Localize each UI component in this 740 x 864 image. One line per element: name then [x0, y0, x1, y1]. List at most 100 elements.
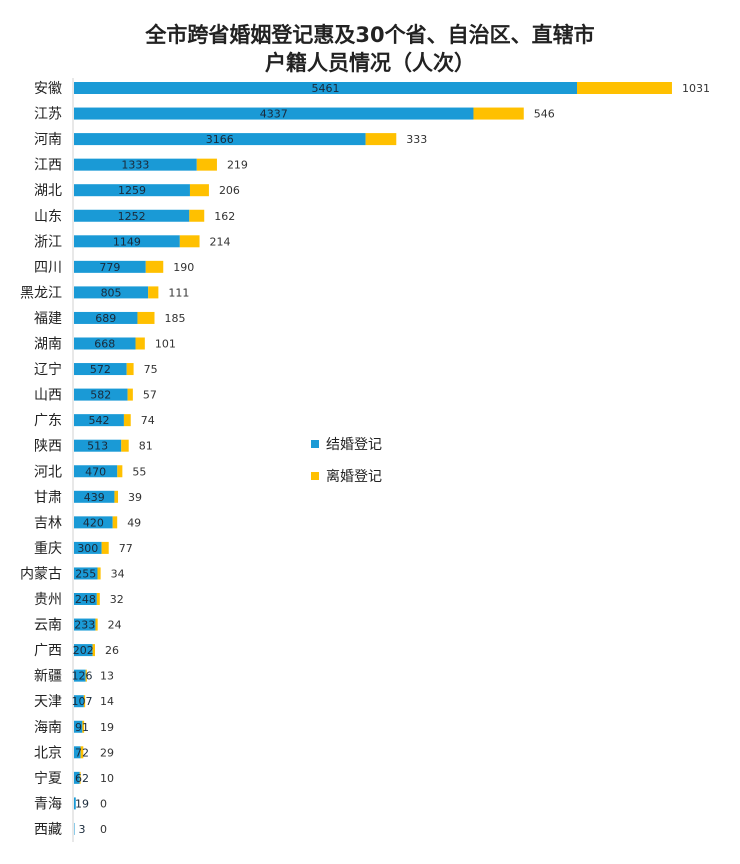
category-label: 河南: [34, 132, 62, 148]
category-label: 宁夏: [34, 770, 62, 787]
data-label-divorce: 32: [110, 593, 124, 606]
bar-marriage: [74, 235, 180, 248]
data-label-marriage: 1333: [121, 159, 149, 172]
bar-divorce: [117, 465, 123, 478]
data-label-divorce: 101: [155, 338, 176, 351]
bar-divorce: [112, 516, 118, 529]
bar-divorce: [148, 286, 159, 299]
category-label: 天津: [34, 694, 62, 710]
category-label: 内蒙古: [20, 566, 62, 582]
data-label-divorce: 19: [100, 721, 114, 734]
data-label-divorce: 0: [100, 823, 107, 836]
bar-marriage: [74, 260, 146, 273]
data-label-divorce: 26: [105, 644, 119, 657]
category-label: 浙江: [34, 234, 62, 250]
bar-divorce: [137, 311, 155, 324]
bar-marriage: [74, 286, 149, 299]
bar-marriage: [74, 720, 83, 733]
bar-divorce: [473, 107, 524, 120]
data-label-marriage: 668: [94, 338, 115, 351]
bar-divorce: [82, 720, 85, 733]
data-label-divorce: 57: [143, 389, 157, 402]
category-label: 新疆: [34, 669, 62, 685]
category-label: 吉林: [34, 515, 62, 531]
data-label-divorce: 333: [406, 133, 427, 146]
category-label: 贵州: [34, 592, 62, 608]
bar-marriage: [74, 669, 86, 682]
data-label-marriage: 420: [83, 516, 104, 529]
bar-marriage: [74, 184, 190, 197]
data-label-divorce: 219: [227, 159, 248, 172]
bar-divorce: [179, 235, 200, 248]
legend-swatch-marriage: [311, 440, 319, 448]
bar-marriage: [74, 363, 127, 376]
data-label-divorce: 111: [168, 286, 189, 299]
category-label: 江西: [34, 158, 62, 174]
category-label: 山西: [34, 388, 62, 404]
bar-divorce: [97, 567, 101, 580]
bar-marriage: [74, 337, 136, 350]
bar-marriage: [74, 771, 80, 784]
data-label-marriage: 439: [84, 491, 105, 504]
legend: 结婚登记 离婚登记: [311, 437, 382, 485]
data-label-divorce: 185: [165, 312, 186, 325]
data-label-divorce: 24: [108, 619, 122, 632]
bar-divorce: [79, 771, 81, 784]
bar-divorce: [121, 439, 129, 452]
category-label: 福建: [34, 311, 62, 327]
bar-marriage: [74, 490, 115, 503]
bar-divorce: [196, 158, 217, 171]
bar-marriage: [74, 644, 93, 657]
category-label: 广西: [34, 643, 62, 659]
bar-divorce: [101, 541, 109, 554]
data-label-divorce: 214: [210, 235, 231, 248]
legend-label-marriage: 结婚登记: [326, 437, 382, 453]
data-label-divorce: 34: [111, 567, 125, 580]
bar-marriage: [74, 388, 128, 401]
data-label-divorce: 1031: [682, 82, 710, 95]
chart-title-line1: 全市跨省婚姻登记惠及30个省、自治区、直辖市: [144, 23, 594, 47]
bar-divorce: [92, 644, 96, 657]
data-label-divorce: 77: [119, 542, 133, 555]
bar-marriage: [74, 82, 577, 94]
category-label: 江苏: [34, 107, 62, 123]
data-label-marriage: 5461: [312, 82, 340, 95]
data-label-divorce: 190: [173, 261, 194, 274]
bar-divorce: [135, 337, 145, 350]
data-label-marriage: 513: [87, 440, 108, 453]
data-label-marriage: 202: [73, 644, 94, 657]
category-label: 湖北: [34, 183, 62, 199]
category-label: 河北: [34, 464, 62, 480]
category-label: 海南: [34, 720, 62, 736]
bar-divorce: [189, 209, 205, 222]
data-label-marriage: 1252: [118, 210, 146, 223]
data-label-divorce: 75: [144, 363, 158, 376]
data-label-marriage: 3: [79, 823, 86, 836]
data-label-marriage: 300: [77, 542, 98, 555]
bar-marriage: [74, 695, 84, 708]
data-label-divorce: 13: [100, 670, 114, 683]
data-label-marriage: 470: [85, 465, 106, 478]
data-label-marriage: 1259: [118, 184, 146, 197]
bar-divorce: [126, 363, 134, 376]
data-label-marriage: 689: [95, 312, 116, 325]
data-label-marriage: 91: [75, 721, 89, 734]
category-label: 山东: [34, 209, 62, 225]
bar-divorce: [189, 184, 209, 197]
category-label: 陕西: [34, 439, 62, 455]
bar-marriage: [74, 439, 122, 452]
data-label-marriage: 572: [90, 363, 111, 376]
data-label-marriage: 805: [101, 286, 122, 299]
bar-marriage: [74, 797, 76, 810]
bar-marriage: [74, 209, 190, 222]
legend-label-divorce: 离婚登记: [326, 468, 382, 485]
category-label: 黑龙江: [20, 285, 62, 301]
bar-marriage: [74, 541, 102, 554]
data-label-divorce: 81: [139, 440, 153, 453]
chart-title-line2: 户籍人员情况（人次）: [265, 51, 475, 75]
bar-divorce: [80, 746, 84, 759]
legend-swatch-divorce: [311, 472, 319, 480]
category-label: 青海: [34, 796, 62, 812]
data-label-marriage: 62: [75, 772, 89, 785]
